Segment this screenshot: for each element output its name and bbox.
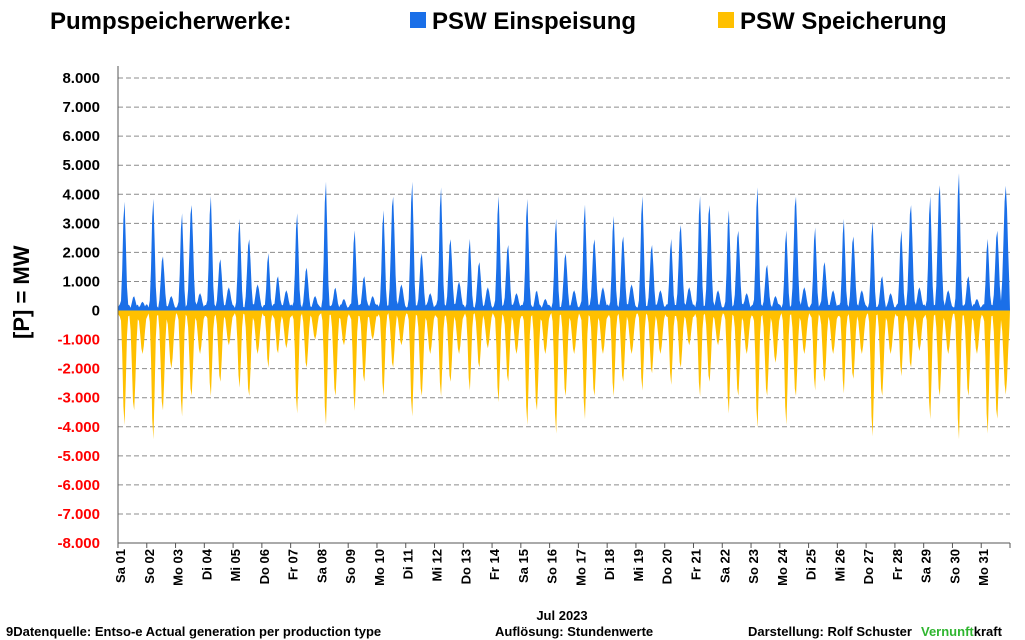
y-tick-label: 1.000 xyxy=(62,273,100,290)
x-tick-label: Do 20 xyxy=(660,549,675,584)
x-tick-label: Di 18 xyxy=(602,549,617,580)
y-tick-label: 8.000 xyxy=(62,70,100,87)
x-tick-label: Fr 14 xyxy=(487,548,502,580)
x-tick-label: Do 27 xyxy=(861,549,876,584)
footer-resolution: Auflösung: Stundenwerte xyxy=(495,624,654,639)
x-tick-label: Di 25 xyxy=(804,549,819,580)
area-speicherung xyxy=(118,310,1010,440)
x-tick-label: Sa 08 xyxy=(314,549,329,583)
x-tick-label: Fr 21 xyxy=(688,549,703,580)
y-tick-label: 6.000 xyxy=(62,128,100,145)
x-tick-label: Mo 17 xyxy=(573,549,588,586)
x-tick-label: Do 13 xyxy=(458,549,473,584)
y-tick-label: 7.000 xyxy=(62,99,100,116)
y-tick-label: -6.000 xyxy=(57,477,100,494)
y-tick-labels: 8.000 7.000 6.000 5.000 4.000 3.000 2.000 1.000… xyxy=(57,70,100,552)
brand-vernunft: Vernunft xyxy=(921,624,974,639)
x-tick-label: Mi 12 xyxy=(430,549,445,582)
axes xyxy=(117,66,1011,548)
x-tick-label: Mi 19 xyxy=(631,549,646,582)
y-tick-label: -5.000 xyxy=(57,448,100,465)
x-tick-labels: Sa 01 So 02 Mo 03 Di 04 Mi 05 Do 06 Fr 07 Sa 08… xyxy=(113,548,991,586)
legend-label-speicherung: PSW Speicherung xyxy=(740,8,947,35)
x-tick-label: Di 04 xyxy=(199,548,214,580)
x-axis-label: Jul 2023 xyxy=(536,608,587,623)
x-tick-label: Di 11 xyxy=(401,549,416,579)
x-tick-label: Mi 05 xyxy=(228,549,243,582)
x-tick-label: Sa 01 xyxy=(113,549,128,583)
footer-source: 9Datenquelle: Entso-e Actual generation … xyxy=(6,624,382,639)
footer-author: Darstellung: Rolf Schuster xyxy=(748,624,912,639)
x-tick-label: Fr 07 xyxy=(286,549,301,580)
x-tick-label: Mo 24 xyxy=(775,548,790,586)
chart-title: Pumpspeicherwerke: xyxy=(50,8,292,35)
brand-kraft: kraft xyxy=(973,624,1002,639)
x-tick-label: So 30 xyxy=(947,549,962,584)
legend-item-speicherung: PSW Speicherung xyxy=(718,8,947,36)
y-tick-label: -7.000 xyxy=(57,506,100,523)
y-tick-label: 3.000 xyxy=(62,215,100,232)
x-tick-label: So 16 xyxy=(545,549,560,584)
y-tick-label: 4.000 xyxy=(62,186,100,203)
y-tick-label: -1.000 xyxy=(57,332,100,349)
legend-label-einspeisung: PSW Einspeisung xyxy=(432,8,637,35)
x-tick-label: So 09 xyxy=(343,549,358,584)
x-tick-label: Sa 29 xyxy=(919,549,934,583)
x-tick-label: Mo 10 xyxy=(372,549,387,586)
y-tick-label: -2.000 xyxy=(57,361,100,378)
x-tick-label: Fr 28 xyxy=(890,549,905,580)
legend-item-einspeisung: PSW Einspeisung xyxy=(410,8,636,36)
x-tick-label: Sa 22 xyxy=(717,549,732,583)
legend-swatch-speicherung xyxy=(718,12,734,28)
legend-swatch-einspeisung xyxy=(410,12,426,28)
x-tick-label: So 02 xyxy=(142,549,157,584)
y-tick-label: 0 xyxy=(92,303,100,320)
x-tick-label: Mo 31 xyxy=(976,549,991,586)
x-tick-label: Mo 03 xyxy=(171,549,186,586)
y-tick-label: 5.000 xyxy=(62,157,100,174)
y-tick-label: -4.000 xyxy=(57,419,100,436)
y-tick-label: -8.000 xyxy=(57,535,100,552)
y-tick-label: -3.000 xyxy=(57,390,100,407)
y-tick-label: 2.000 xyxy=(62,244,100,261)
footer-brand: Vernunftkraft xyxy=(921,624,1002,639)
area-einspeisung xyxy=(118,173,1010,311)
x-tick-label: Do 06 xyxy=(257,549,272,584)
x-tick-label: So 23 xyxy=(746,549,761,584)
x-tick-label: Mi 26 xyxy=(832,549,847,582)
x-tick-label: Sa 15 xyxy=(516,549,531,583)
